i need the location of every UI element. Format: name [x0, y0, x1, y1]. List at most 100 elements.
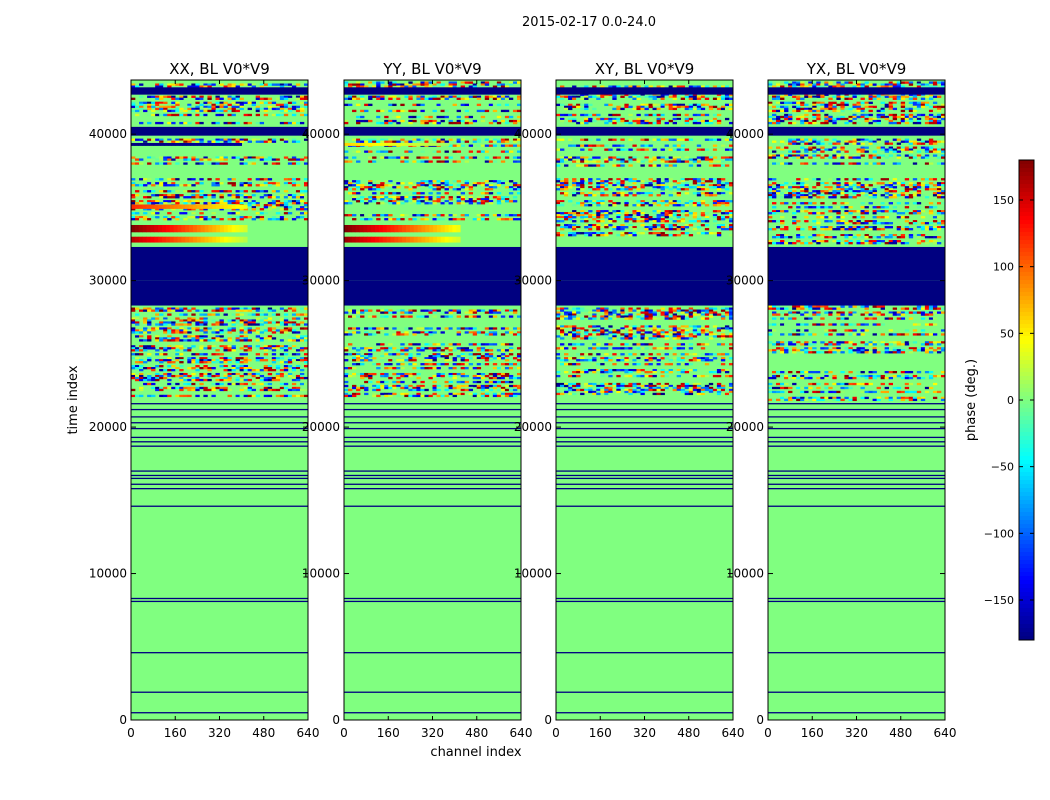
noise-cell — [500, 343, 506, 346]
noise-cell — [480, 150, 486, 153]
noise-cell — [468, 315, 474, 318]
noise-cell — [456, 343, 461, 346]
noise-cell — [588, 333, 593, 336]
y-tick-label: 10000 — [89, 567, 127, 581]
noise-cell — [259, 212, 265, 215]
noise-cell — [223, 156, 228, 159]
noise-cell — [255, 140, 261, 143]
noise-cell — [151, 200, 156, 203]
noise-cell — [392, 119, 397, 123]
noise-cell — [496, 180, 502, 183]
noise-cell — [664, 370, 669, 374]
noise-cell — [444, 97, 449, 100]
noise-cell — [159, 386, 164, 390]
gradient-cell — [142, 236, 147, 243]
noise-cell — [344, 83, 349, 86]
noise-cell — [588, 388, 593, 392]
noise-cell — [484, 374, 490, 378]
noise-cell — [372, 363, 377, 366]
noise-cell — [235, 85, 240, 88]
noise-cell — [612, 204, 617, 207]
noise-cell — [303, 376, 309, 380]
noise-cell — [279, 394, 285, 398]
noise-cell — [187, 95, 192, 98]
noise-cell — [608, 347, 613, 350]
noise-cell — [588, 194, 593, 197]
noise-cell — [364, 119, 369, 123]
noise-cell — [492, 196, 498, 199]
noise-cell — [604, 388, 609, 392]
noise-cell — [476, 214, 482, 217]
gradient-cell — [227, 236, 233, 243]
noise-cell — [396, 374, 401, 378]
noise-cell — [412, 309, 417, 312]
noise-cell — [227, 357, 232, 360]
noise-cell — [668, 210, 673, 213]
noise-cell — [147, 331, 152, 334]
y-tick-label: 30000 — [302, 274, 340, 288]
noise-cell — [147, 200, 152, 203]
noise-cell — [131, 184, 136, 187]
noise-cell — [584, 178, 589, 181]
noise-cell — [183, 372, 188, 376]
noise-cell — [508, 218, 514, 221]
noise-cell — [564, 363, 569, 366]
noise-cell — [159, 196, 164, 199]
noise-cell — [267, 317, 273, 320]
noise-cell — [259, 196, 265, 199]
gradient-cell — [131, 224, 136, 233]
noise-cell — [235, 208, 240, 211]
noise-cell — [388, 85, 393, 88]
gradient-cell — [355, 236, 360, 243]
noise-cell — [636, 311, 641, 314]
noise-cell — [159, 317, 164, 320]
gradient-cell — [429, 224, 434, 233]
noise-cell — [291, 85, 297, 88]
gradient-cell — [193, 142, 198, 146]
noise-cell — [676, 370, 682, 374]
noise-cell — [171, 323, 176, 326]
noise-cell — [175, 97, 180, 100]
noise-cell — [496, 357, 502, 360]
noise-cell — [488, 372, 494, 376]
noise-cell — [271, 309, 277, 312]
noise-cell — [452, 85, 457, 88]
noise-cell — [588, 313, 593, 316]
noise-cell — [720, 307, 726, 310]
noise-cell — [259, 359, 265, 362]
noise-cell — [368, 200, 373, 203]
noise-cell — [412, 386, 417, 390]
noise-cell — [368, 376, 373, 380]
noise-cell — [247, 386, 252, 390]
noise-cell — [432, 331, 437, 334]
noise-cell — [632, 384, 637, 388]
noise-cell — [235, 378, 240, 382]
noise-cell — [648, 337, 653, 340]
noise-cell — [191, 317, 196, 320]
noise-cell — [720, 369, 726, 372]
noise-cell — [416, 115, 421, 119]
noise-cell — [211, 331, 216, 334]
noise-cell — [143, 184, 148, 187]
noise-cell — [624, 184, 629, 187]
noise-cell — [720, 224, 726, 227]
noise-cell — [303, 101, 309, 105]
y-axis-label: time index — [66, 365, 81, 434]
noise-cell — [183, 382, 188, 386]
noise-cell — [404, 109, 409, 113]
noise-cell — [472, 83, 478, 86]
noise-cell — [420, 182, 425, 185]
noise-cell — [640, 212, 645, 215]
noise-cell — [612, 307, 617, 310]
noise-cell — [368, 103, 373, 107]
noise-cell — [275, 359, 281, 362]
noise-cell — [680, 220, 686, 223]
noise-cell — [163, 359, 168, 362]
noise-cell — [464, 331, 470, 334]
noise-cell — [412, 115, 417, 119]
noise-cell — [279, 361, 285, 364]
noise-cell — [484, 349, 490, 352]
noise-cell — [155, 353, 160, 356]
noise-cell — [243, 365, 248, 368]
